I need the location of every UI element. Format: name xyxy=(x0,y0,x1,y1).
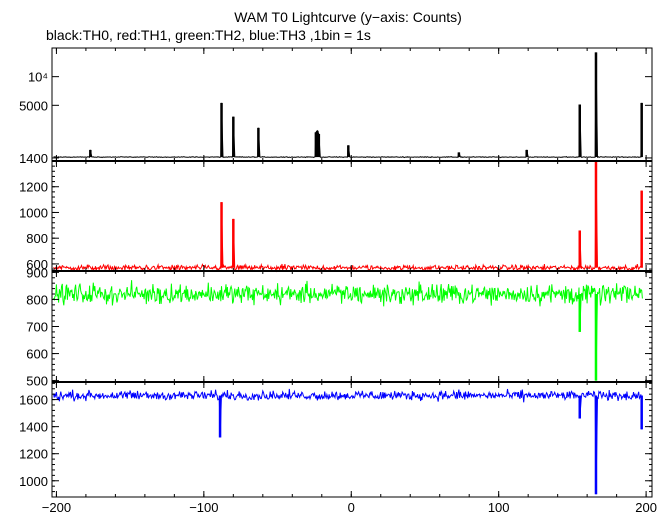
panel-frame xyxy=(51,381,653,498)
x-tick-label: −200 xyxy=(42,500,71,515)
chart-subtitle: black:TH0, red:TH1, green:TH2, blue:TH3 … xyxy=(46,27,371,43)
y-tick-label: 5000 xyxy=(19,98,48,113)
y-tick-label: 1200 xyxy=(19,447,48,462)
y-tick-label: 10⁴ xyxy=(28,70,48,85)
y-tick-label: 1000 xyxy=(19,205,48,220)
y-tick-label: 600 xyxy=(26,257,48,272)
y-tick-label: 500 xyxy=(26,374,48,389)
x-axis: −200 −100 0 100 200 xyxy=(42,500,657,515)
panel-th1: 600 800 1000 1200 xyxy=(19,160,653,273)
y-tick-label: 1400 xyxy=(19,151,48,166)
panel-th2: 500 600 700 800 900 xyxy=(26,265,653,389)
x-tick-label: −100 xyxy=(189,500,218,515)
y-tick-label: 600 xyxy=(26,347,48,362)
y-tick-label: 1200 xyxy=(19,180,48,195)
y-tick-label: 800 xyxy=(26,231,48,246)
x-tick-label: 200 xyxy=(635,500,657,515)
series-line-th1 xyxy=(53,160,643,273)
series-line-th2 xyxy=(53,280,643,381)
chart-title: WAM T0 Lightcurve (y−axis: Counts) xyxy=(234,9,462,25)
panel-th0: 1400 5000 10⁴ xyxy=(19,47,653,166)
series-line-th3 xyxy=(53,388,643,495)
x-tick-label: 100 xyxy=(488,500,510,515)
panels: 1400 5000 10⁴ 600 800 1000 1200 500 600 700 800 900… xyxy=(19,47,653,498)
x-tick-label: 0 xyxy=(348,500,355,515)
y-tick-label: 1400 xyxy=(19,420,48,435)
y-tick-label: 1600 xyxy=(19,393,48,408)
y-tick-label: 1000 xyxy=(19,474,48,489)
panel-frame xyxy=(51,270,653,383)
y-tick-label: 700 xyxy=(26,320,48,335)
series-line-th0 xyxy=(53,52,643,159)
panel-th3: 1000 1200 1400 1600 xyxy=(19,381,653,498)
panel-frame xyxy=(51,47,653,162)
panel-frame xyxy=(51,160,653,272)
y-tick-label: 800 xyxy=(26,292,48,307)
y-tick-label: 900 xyxy=(26,265,48,280)
